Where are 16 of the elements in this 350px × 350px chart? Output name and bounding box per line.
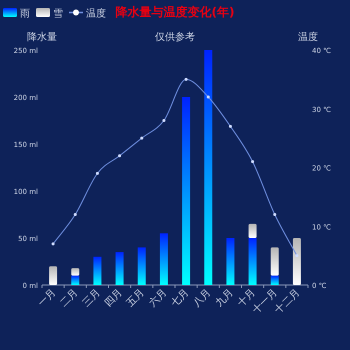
legend-label: 雨 — [20, 8, 30, 20]
xtick: 八月 — [191, 287, 214, 310]
xtick: 六月 — [147, 287, 170, 310]
xtick: 三月 — [80, 287, 103, 310]
legend-label: 雪 — [53, 8, 63, 20]
xtick: 二月 — [58, 287, 80, 310]
annotation: 仅供参考 — [155, 32, 195, 43]
xtick: 五月 — [124, 287, 147, 310]
title: 降水量与温度变化(年) — [116, 5, 234, 19]
legend-label: 温度 — [86, 8, 106, 20]
y2label: 温度 — [298, 32, 318, 43]
xtick: 九月 — [214, 287, 236, 310]
ylabel: 降水量 — [27, 32, 57, 43]
xtick: 七月 — [169, 287, 192, 310]
xtick: 一月 — [36, 287, 58, 310]
xtick: 四月 — [102, 287, 125, 310]
